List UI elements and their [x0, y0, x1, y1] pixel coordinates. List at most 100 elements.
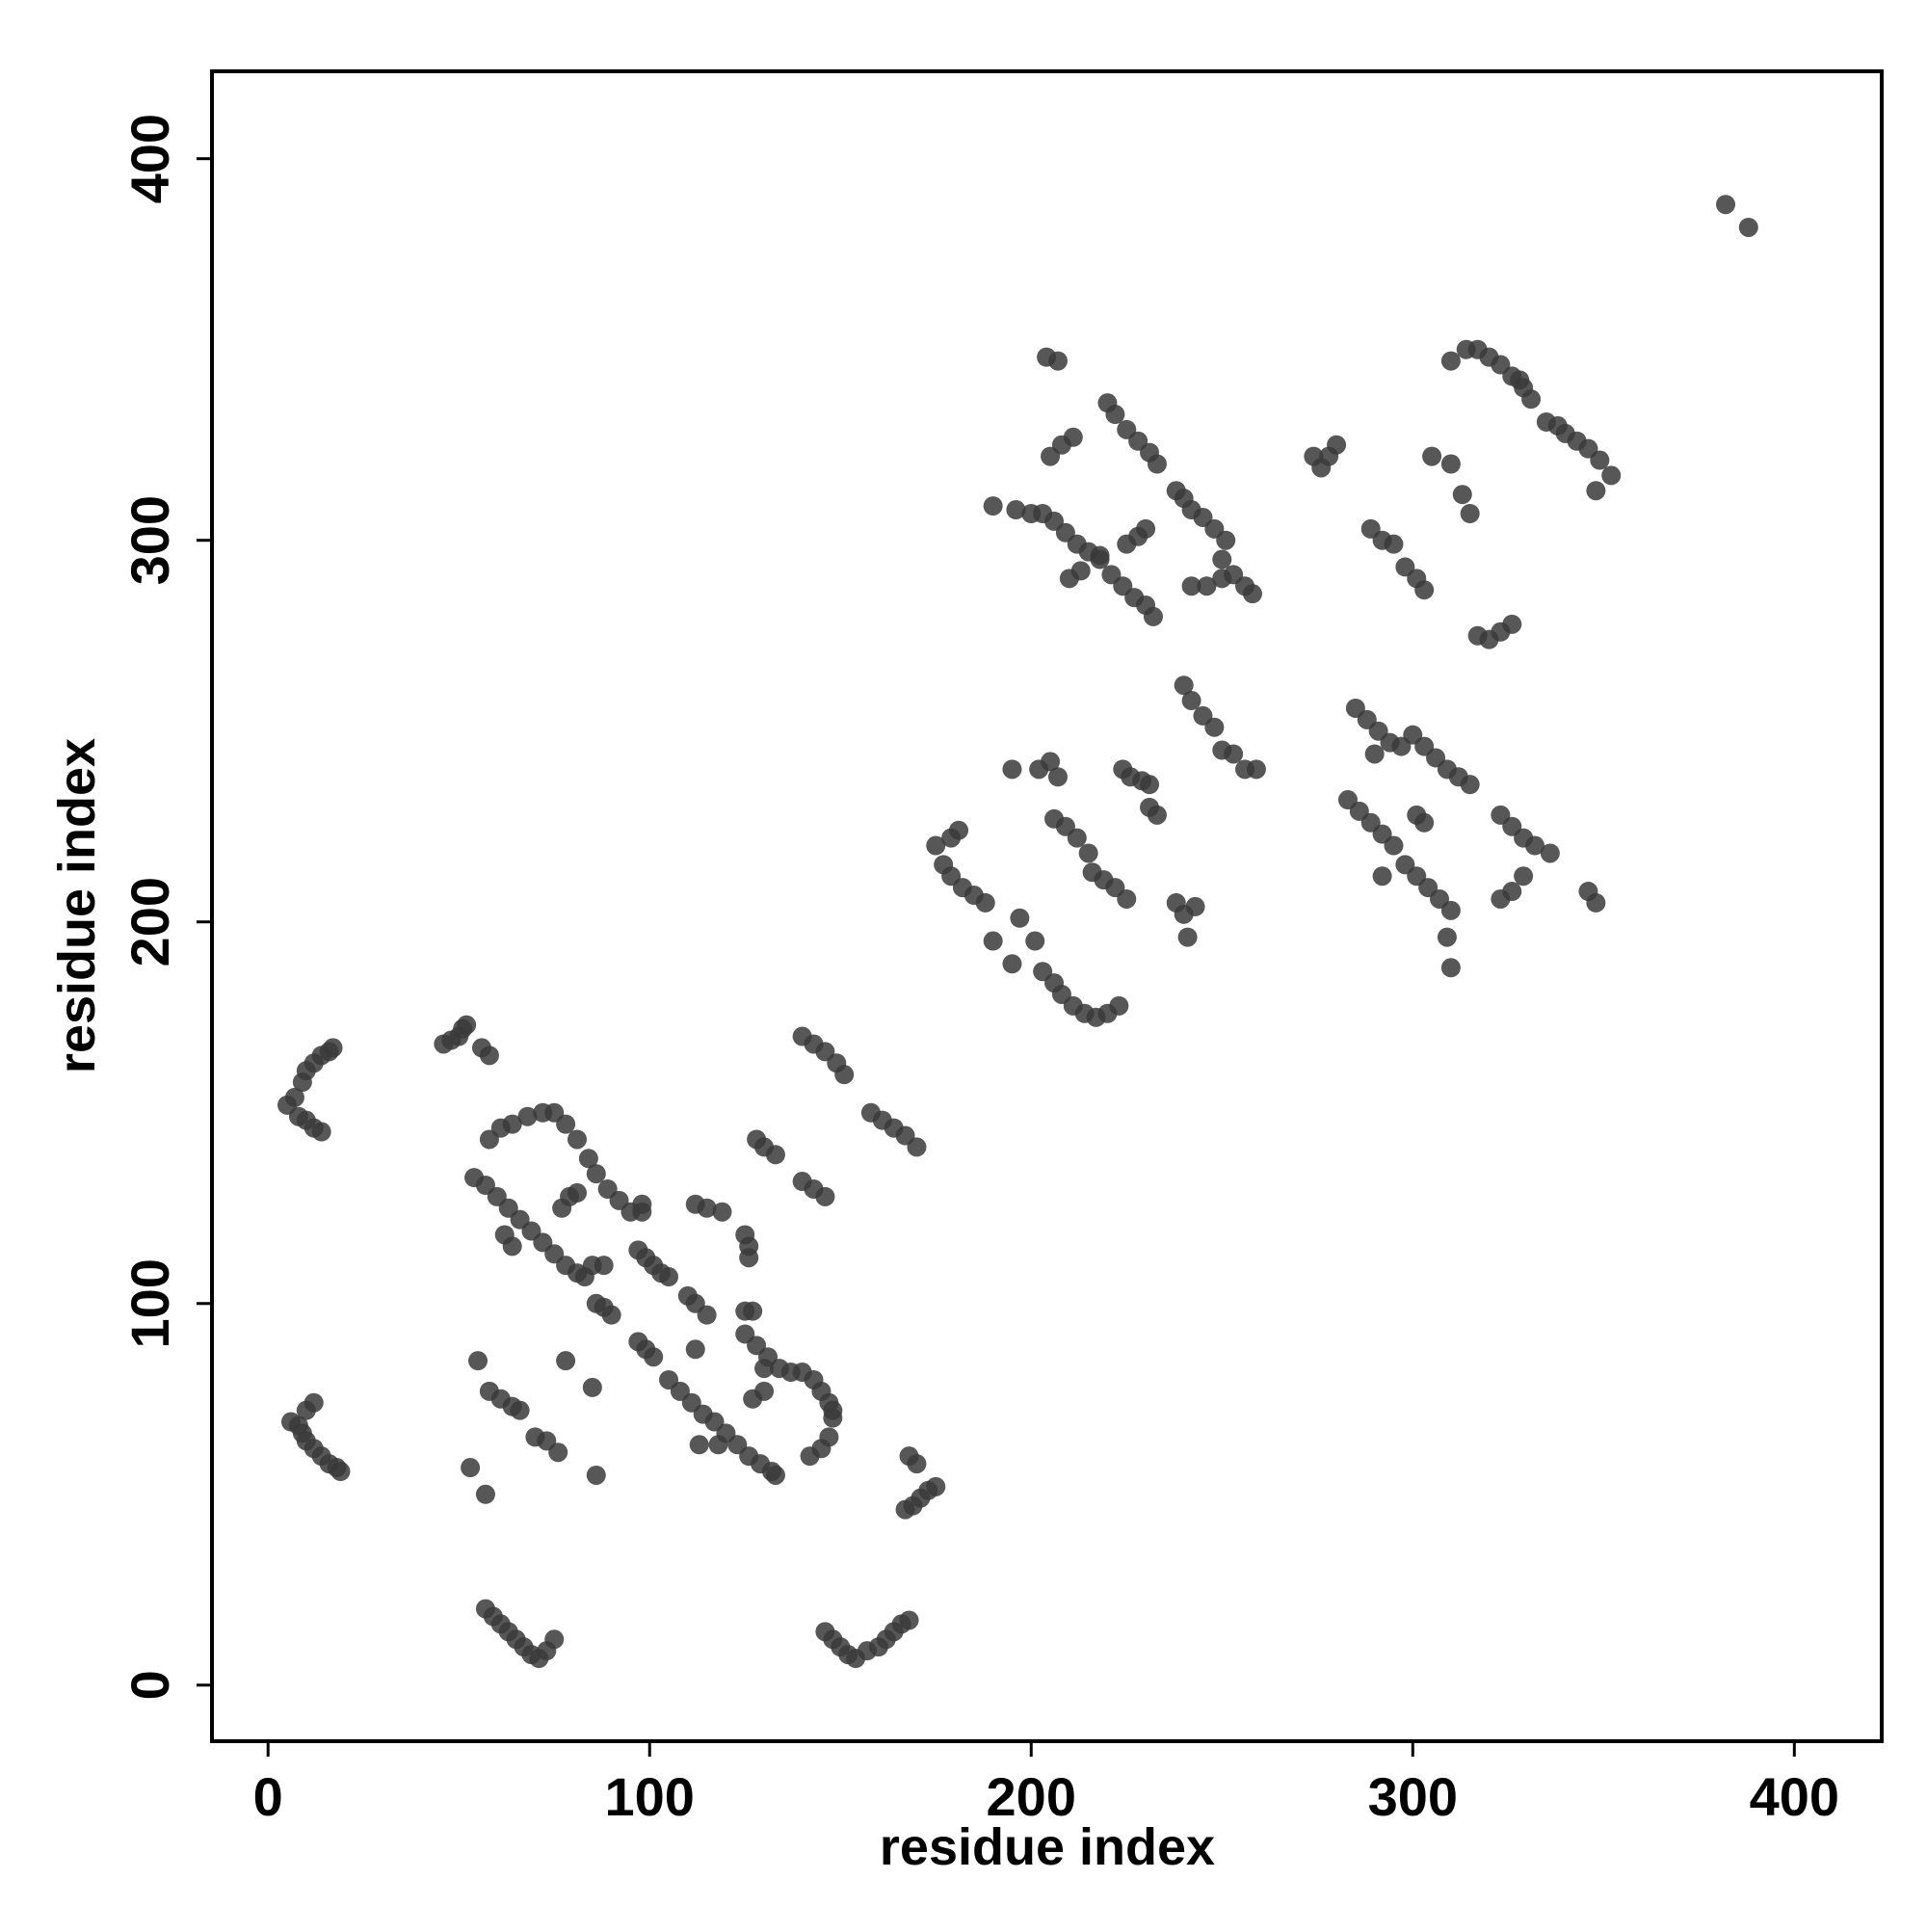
x-tick-label: 0 [253, 1766, 283, 1827]
point [586, 1164, 606, 1184]
point [1078, 843, 1098, 863]
point [1117, 888, 1137, 909]
point [1437, 927, 1457, 947]
point [323, 1038, 343, 1058]
point [457, 1015, 477, 1035]
point [697, 1305, 717, 1325]
point [708, 1435, 728, 1455]
point [949, 820, 969, 840]
point [1514, 866, 1534, 887]
point [510, 1400, 530, 1420]
point [330, 1462, 351, 1482]
point [1224, 744, 1244, 764]
x-tick-label: 300 [1368, 1766, 1458, 1827]
point [1246, 759, 1266, 780]
point [582, 1377, 602, 1397]
point [907, 1137, 927, 1157]
point [1109, 995, 1129, 1016]
point [823, 1408, 843, 1428]
point [983, 496, 1003, 516]
point [659, 1267, 679, 1287]
point [479, 1045, 499, 1066]
y-tick-label: 0 [119, 1670, 180, 1700]
x-tick-label: 400 [1750, 1766, 1839, 1827]
point [1372, 866, 1392, 887]
point [1586, 892, 1606, 913]
point [1140, 775, 1160, 795]
point [1204, 717, 1225, 737]
point [907, 1454, 927, 1474]
point [1143, 606, 1163, 626]
point [1185, 896, 1205, 916]
point [1440, 351, 1461, 371]
point [1105, 405, 1125, 425]
point [578, 1149, 598, 1169]
point [1025, 931, 1045, 951]
point [1327, 435, 1347, 455]
point [975, 892, 995, 913]
point [468, 1351, 488, 1371]
point [544, 1629, 565, 1650]
point [556, 1114, 576, 1134]
point [1147, 805, 1167, 825]
point [1452, 485, 1472, 505]
point [1384, 534, 1404, 554]
point [1460, 503, 1480, 523]
point [1414, 580, 1435, 600]
point [1212, 549, 1232, 569]
point [815, 1186, 835, 1206]
point [1181, 576, 1201, 596]
point [819, 1427, 839, 1447]
point [311, 1122, 331, 1142]
y-tick-label: 300 [119, 495, 180, 585]
point [834, 1065, 855, 1085]
point [1364, 744, 1385, 764]
point [1242, 584, 1262, 604]
point [754, 1359, 775, 1379]
point [689, 1435, 709, 1455]
point [1010, 908, 1030, 928]
point [1090, 549, 1110, 569]
point [517, 1106, 538, 1126]
point [594, 1256, 614, 1276]
point [1070, 561, 1091, 581]
point [1047, 351, 1068, 371]
point [1586, 481, 1606, 501]
point [983, 931, 1003, 951]
point [1502, 614, 1522, 634]
point [461, 1458, 481, 1478]
point [567, 1129, 587, 1150]
point [1440, 958, 1461, 978]
point [1716, 195, 1736, 215]
point [1525, 835, 1545, 856]
point [644, 1347, 664, 1367]
point [712, 1202, 732, 1222]
point [754, 1381, 775, 1401]
point [1521, 389, 1542, 410]
point [926, 835, 946, 856]
point [1384, 835, 1404, 856]
point [1174, 675, 1194, 696]
point [284, 1087, 304, 1107]
point [1440, 900, 1461, 920]
point [1440, 454, 1461, 474]
point [697, 1198, 717, 1218]
point [765, 1465, 785, 1485]
point [765, 1145, 785, 1165]
point [586, 1465, 606, 1485]
point [502, 1236, 522, 1257]
point [1136, 518, 1156, 539]
point [1177, 927, 1198, 947]
point [1063, 427, 1083, 447]
point [556, 1351, 576, 1371]
point [1067, 828, 1087, 848]
x-tick-label: 100 [605, 1766, 695, 1827]
point [743, 1301, 763, 1321]
point [1601, 465, 1622, 486]
point [1041, 752, 1061, 772]
point [304, 1392, 324, 1413]
y-tick-label: 100 [119, 1258, 180, 1348]
y-axis-title: residue index [48, 738, 106, 1073]
